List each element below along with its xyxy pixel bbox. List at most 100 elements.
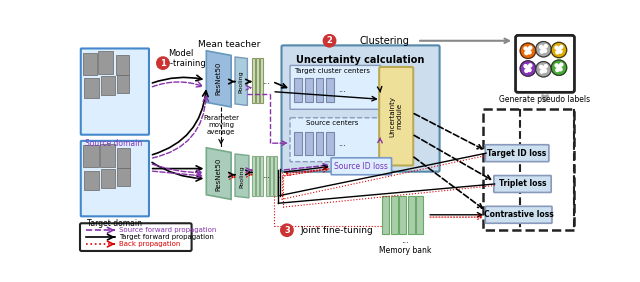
Bar xyxy=(117,75,129,93)
Circle shape xyxy=(528,51,531,54)
Bar xyxy=(100,144,115,167)
Circle shape xyxy=(525,52,528,55)
Circle shape xyxy=(281,224,293,236)
Bar xyxy=(266,155,269,195)
Circle shape xyxy=(540,45,543,49)
Bar xyxy=(260,58,263,103)
FancyBboxPatch shape xyxy=(282,45,440,172)
Bar xyxy=(252,58,255,103)
Circle shape xyxy=(520,43,536,58)
Text: Target forward propagation: Target forward propagation xyxy=(119,234,214,240)
Text: Uncertainty calculation: Uncertainty calculation xyxy=(296,55,425,65)
Bar xyxy=(316,132,323,155)
Circle shape xyxy=(524,65,527,68)
Circle shape xyxy=(544,45,547,48)
Circle shape xyxy=(542,47,545,50)
FancyBboxPatch shape xyxy=(290,118,381,162)
Polygon shape xyxy=(206,148,231,199)
Bar xyxy=(294,78,301,102)
Text: Source ID loss: Source ID loss xyxy=(334,162,388,171)
Bar xyxy=(84,78,99,98)
Text: Source centers: Source centers xyxy=(306,120,358,126)
Text: Pooling: Pooling xyxy=(239,70,244,93)
FancyBboxPatch shape xyxy=(516,35,575,92)
Circle shape xyxy=(520,61,536,76)
Text: Pooling: Pooling xyxy=(239,165,244,188)
Circle shape xyxy=(527,49,529,52)
Circle shape xyxy=(540,50,543,53)
Circle shape xyxy=(536,41,551,57)
Bar xyxy=(83,53,97,75)
Circle shape xyxy=(157,57,169,69)
Circle shape xyxy=(543,69,547,72)
Bar xyxy=(408,195,415,234)
Bar xyxy=(270,155,273,195)
Text: ...: ... xyxy=(338,139,346,148)
Polygon shape xyxy=(235,154,249,198)
Text: ...: ... xyxy=(338,85,346,94)
FancyBboxPatch shape xyxy=(81,49,149,135)
Text: Back propagation: Back propagation xyxy=(119,241,180,247)
FancyBboxPatch shape xyxy=(494,175,551,192)
Polygon shape xyxy=(235,57,248,105)
Circle shape xyxy=(529,64,532,67)
Text: ResNet50: ResNet50 xyxy=(216,157,221,191)
Circle shape xyxy=(557,65,561,69)
Bar xyxy=(252,155,255,195)
Bar xyxy=(294,132,301,155)
Bar xyxy=(256,58,259,103)
Bar xyxy=(391,195,397,234)
Polygon shape xyxy=(206,51,231,107)
Bar xyxy=(326,132,334,155)
Bar xyxy=(84,171,99,190)
Text: Target cluster centers: Target cluster centers xyxy=(294,68,370,74)
Text: ...: ... xyxy=(401,236,410,245)
Circle shape xyxy=(560,63,563,66)
FancyBboxPatch shape xyxy=(80,223,191,251)
Circle shape xyxy=(323,35,336,47)
Bar xyxy=(305,78,312,102)
Text: ...: ... xyxy=(276,171,284,180)
Bar xyxy=(316,78,323,102)
Text: Model
pre-training: Model pre-training xyxy=(156,49,205,68)
Text: Source domain: Source domain xyxy=(86,138,143,147)
Circle shape xyxy=(543,49,547,52)
Bar xyxy=(399,195,406,234)
Circle shape xyxy=(525,69,528,72)
Bar xyxy=(98,51,113,74)
Text: Parameter
moving
average: Parameter moving average xyxy=(203,115,239,135)
Text: ResNet50: ResNet50 xyxy=(216,62,221,95)
Bar xyxy=(101,76,115,95)
Bar xyxy=(305,132,312,155)
Text: ...: ... xyxy=(262,77,270,86)
Circle shape xyxy=(528,69,531,72)
FancyBboxPatch shape xyxy=(331,158,392,175)
Bar xyxy=(117,148,131,168)
Circle shape xyxy=(527,66,529,69)
Circle shape xyxy=(555,64,558,67)
Circle shape xyxy=(556,51,559,54)
Text: Joint fine-tuning: Joint fine-tuning xyxy=(301,226,374,235)
Bar xyxy=(101,169,115,188)
Text: Mean teacher: Mean teacher xyxy=(198,40,260,49)
Text: Triplet loss: Triplet loss xyxy=(499,179,547,188)
Text: Memory bank: Memory bank xyxy=(380,246,432,255)
Circle shape xyxy=(540,65,543,69)
Text: Clustering: Clustering xyxy=(359,36,409,46)
Circle shape xyxy=(559,68,562,71)
Circle shape xyxy=(542,67,545,70)
Text: Uncertainty
module: Uncertainty module xyxy=(390,96,403,137)
Text: 1: 1 xyxy=(160,59,166,68)
Bar xyxy=(483,109,575,230)
Bar xyxy=(83,146,99,167)
Text: Contrastive loss: Contrastive loss xyxy=(484,210,554,219)
FancyBboxPatch shape xyxy=(290,65,381,109)
Circle shape xyxy=(551,60,566,75)
Bar xyxy=(382,195,389,234)
Text: 2: 2 xyxy=(326,36,333,45)
Bar xyxy=(256,155,259,195)
Circle shape xyxy=(536,61,551,77)
Circle shape xyxy=(559,50,562,53)
Text: Target domain: Target domain xyxy=(86,219,141,228)
Circle shape xyxy=(540,70,543,73)
